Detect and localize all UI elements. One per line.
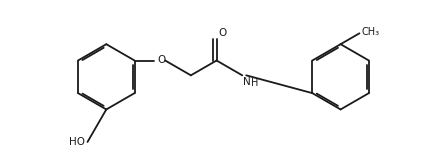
Text: H: H <box>251 78 259 88</box>
Text: O: O <box>218 28 227 38</box>
Text: N: N <box>243 77 251 87</box>
Text: CH₃: CH₃ <box>361 27 379 37</box>
Text: O: O <box>157 55 166 65</box>
Text: HO: HO <box>69 137 84 147</box>
